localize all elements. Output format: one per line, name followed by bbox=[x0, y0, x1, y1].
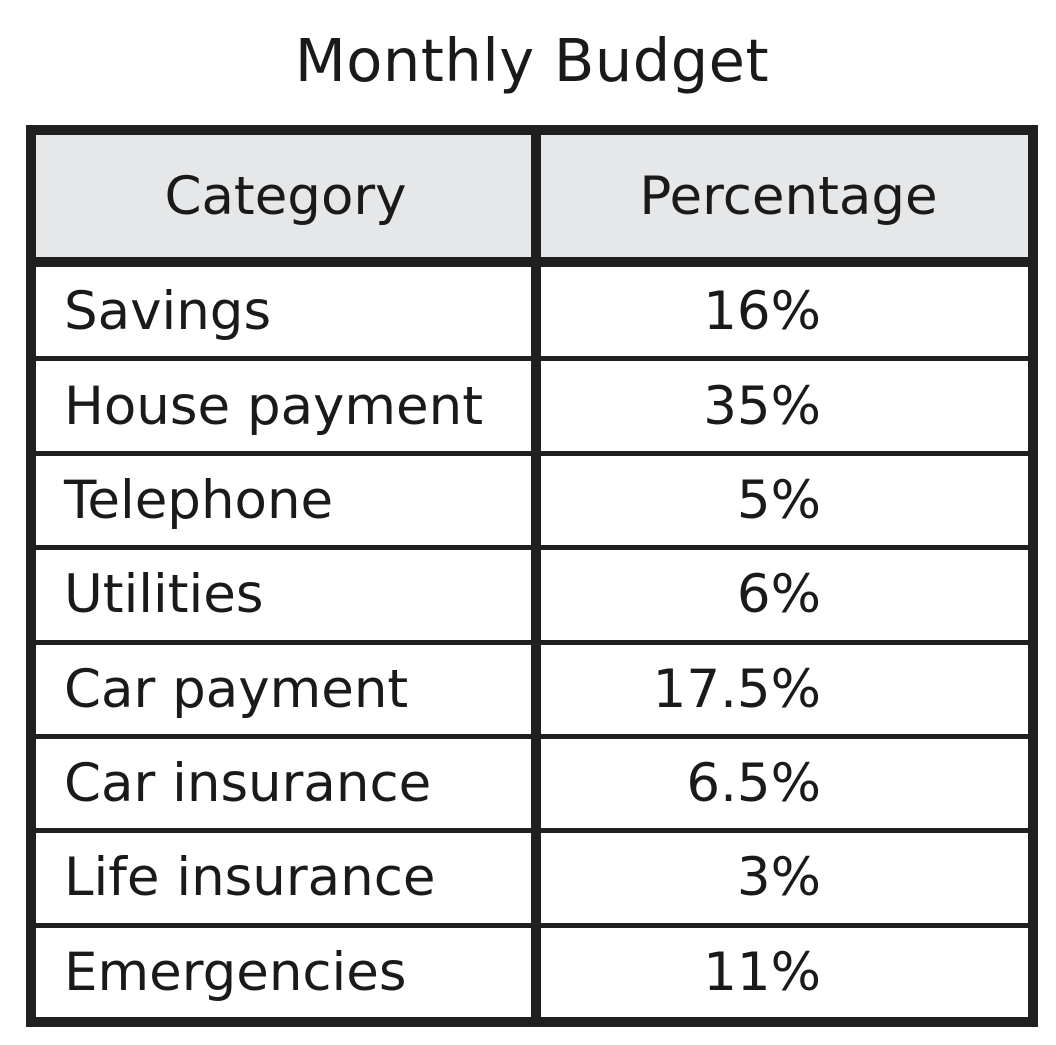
percentage-cell: 11% bbox=[536, 922, 1028, 1017]
table-row: Car payment 17.5% bbox=[36, 639, 1028, 737]
percentage-value: 17.5% bbox=[652, 658, 821, 720]
column-header-percentage: Percentage bbox=[536, 135, 1028, 267]
table-row: Emergencies 11% bbox=[36, 922, 1028, 1017]
category-cell: Savings bbox=[36, 262, 541, 359]
percentage-cell: 17.5% bbox=[536, 639, 1028, 737]
category-cell: Car payment bbox=[36, 639, 541, 737]
percentage-value: 5% bbox=[736, 469, 821, 531]
percentage-cell: 5% bbox=[536, 450, 1028, 548]
category-cell: Telephone bbox=[36, 450, 541, 548]
percentage-value: 11% bbox=[703, 941, 821, 1003]
category-cell: Utilities bbox=[36, 545, 541, 642]
table-row: Life insurance 3% bbox=[36, 828, 1028, 926]
percentage-value: 3% bbox=[736, 847, 821, 909]
percentage-cell: 35% bbox=[536, 356, 1028, 454]
budget-table: Category Percentage Savings 16% House paym… bbox=[36, 135, 1028, 1017]
percentage-value: 6.5% bbox=[686, 753, 821, 815]
category-cell: House payment bbox=[36, 356, 541, 454]
percentage-value: 35% bbox=[703, 375, 821, 437]
table-row: Savings 16% bbox=[36, 262, 1028, 359]
category-cell: Car insurance bbox=[36, 733, 541, 831]
percentage-value: 6% bbox=[736, 564, 821, 626]
header-row: Category Percentage bbox=[36, 135, 1028, 267]
category-cell: Life insurance bbox=[36, 828, 541, 926]
percentage-cell: 3% bbox=[536, 828, 1028, 926]
table-title: Monthly Budget bbox=[294, 26, 770, 95]
table-row: Car insurance 6.5% bbox=[36, 733, 1028, 831]
percentage-cell: 6% bbox=[536, 545, 1028, 642]
budget-table-frame: Category Percentage Savings 16% House paym… bbox=[26, 125, 1038, 1027]
percentage-value: 16% bbox=[703, 281, 821, 343]
percentage-cell: 16% bbox=[536, 262, 1028, 359]
table-row: Telephone 5% bbox=[36, 450, 1028, 548]
column-header-category: Category bbox=[36, 135, 541, 267]
table-body: Savings 16% House payment 35% Telephone 5% Uti… bbox=[36, 262, 1028, 1017]
category-cell: Emergencies bbox=[36, 922, 541, 1017]
table-row: Utilities 6% bbox=[36, 545, 1028, 642]
percentage-cell: 6.5% bbox=[536, 733, 1028, 831]
table-row: House payment 35% bbox=[36, 356, 1028, 454]
